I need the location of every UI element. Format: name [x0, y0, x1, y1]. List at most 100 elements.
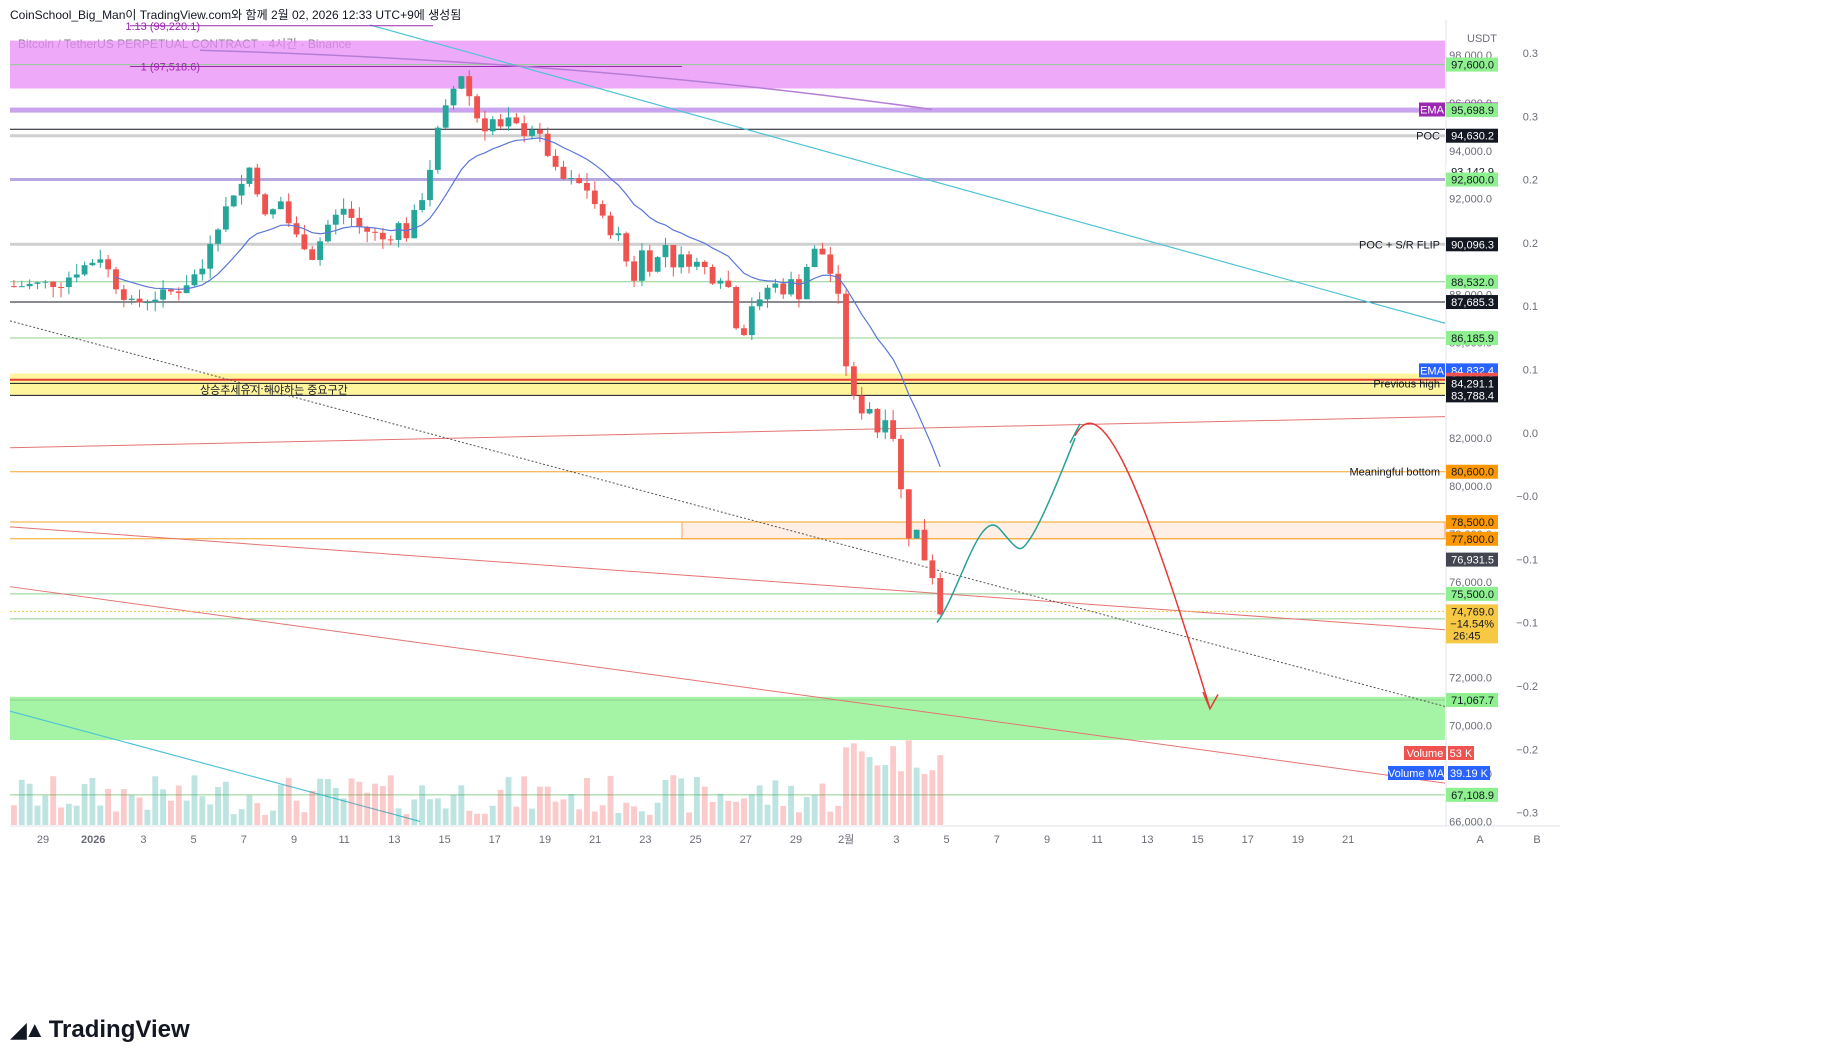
volume-bar — [929, 770, 936, 825]
candle-body — [929, 560, 936, 578]
volume-bar — [466, 810, 473, 825]
volume-bar — [81, 784, 88, 825]
time-tick: 27 — [740, 834, 752, 846]
volume-bar — [113, 811, 119, 825]
price-tag: 86,185.9 — [1446, 330, 1498, 345]
candle-body — [780, 283, 787, 295]
volume-bar — [489, 805, 496, 825]
volume-bar — [50, 776, 57, 825]
price-tick: 80,000.0 — [1449, 481, 1492, 493]
candle-body — [913, 529, 920, 539]
log-tick: −0.1 — [1516, 554, 1538, 566]
currency-label: USDT — [1467, 33, 1497, 45]
volume-bar — [521, 776, 528, 825]
countdown: 26:45 — [1453, 630, 1481, 642]
volume-bar — [262, 814, 269, 825]
candle-body — [741, 328, 747, 336]
teal-trendline-lower — [9, 710, 421, 822]
volume-bar — [725, 800, 732, 825]
log-tick: 0.1 — [1523, 301, 1538, 313]
price-tick: 72,000.0 — [1449, 673, 1492, 685]
tag-value: 77,800.0 — [1451, 534, 1494, 546]
volume-bar — [741, 798, 747, 825]
tag-value: 78,500.0 — [1451, 517, 1494, 529]
price-tag: 84,291.1 — [1446, 376, 1498, 391]
price-tick: 92,000.0 — [1449, 194, 1492, 206]
candle-body — [207, 243, 214, 269]
volume-bar — [764, 804, 771, 825]
volume-bar — [238, 809, 245, 825]
time-tick: 5 — [944, 834, 950, 846]
bullish-arrowhead — [1069, 423, 1081, 444]
last-price: 74,769.0 — [1451, 606, 1494, 618]
volume-bar — [756, 785, 763, 825]
candle-body — [686, 254, 692, 267]
candle-body — [482, 118, 488, 132]
candle-body — [646, 250, 653, 272]
tag-bg — [1446, 57, 1498, 72]
candle-body — [262, 194, 269, 215]
ema-purple-line — [199, 49, 933, 111]
volume-value-bg — [1448, 746, 1474, 760]
volume-bar — [120, 789, 127, 825]
volume-bar — [34, 805, 41, 825]
time-tick: 9 — [291, 834, 297, 846]
candle-body — [819, 248, 826, 255]
volume-bar — [748, 794, 755, 825]
price-tag: 97,600.0 — [1446, 57, 1498, 72]
tradingview-logo[interactable]: ◢▲ TradingView — [10, 1016, 190, 1044]
axis-button: A — [1476, 834, 1484, 846]
volume-bar — [128, 795, 135, 825]
price-tag: 83,788.4 — [1446, 388, 1498, 403]
candle-body — [568, 178, 575, 180]
tag-bg — [1446, 274, 1498, 289]
price-tick: 76,000.0 — [1449, 577, 1492, 589]
volume-bar — [584, 778, 590, 825]
volume-layer — [11, 740, 944, 825]
volume-bar — [254, 803, 261, 825]
volume-bar — [309, 790, 316, 825]
tag-value: 76,931.5 — [1451, 555, 1494, 567]
time-tick: 11 — [338, 834, 349, 846]
candle-body — [128, 298, 135, 300]
candle-body — [623, 233, 630, 262]
candle-body — [898, 438, 904, 490]
volume-bar — [529, 808, 535, 825]
volume-bar — [615, 812, 622, 825]
tag-bg — [1446, 330, 1498, 345]
candle-body — [827, 254, 834, 274]
tag-bg — [1446, 237, 1498, 252]
candle-body — [450, 88, 457, 106]
volume-bar — [497, 789, 504, 825]
volume-bar — [136, 797, 143, 825]
volume-bar — [639, 811, 645, 825]
volume-bar — [230, 814, 237, 825]
tag-value: 75,500.0 — [1451, 589, 1494, 601]
candle-body — [246, 167, 253, 184]
log-tick: −0.3 — [1516, 808, 1538, 820]
volume-bar — [913, 767, 920, 825]
candle-body — [615, 233, 622, 236]
time-tick: 25 — [689, 834, 701, 846]
axis-button: B — [1533, 834, 1540, 846]
volume-bar — [152, 776, 159, 825]
candle-body — [11, 286, 17, 288]
volume-bar — [270, 810, 276, 825]
volume-bar — [599, 805, 606, 825]
tag-value: 83,788.4 — [1451, 390, 1494, 402]
candle-body — [599, 204, 606, 216]
candle-body — [693, 261, 700, 267]
candle-body — [835, 273, 842, 294]
zone-text: 상승추세유지 해야하는 중요구간 — [200, 382, 348, 396]
tag-value: 87,685.3 — [1451, 297, 1494, 309]
candle-body — [50, 281, 57, 288]
volume-bar — [419, 785, 426, 825]
tag-bg — [1446, 515, 1498, 530]
time-tick: 13 — [388, 834, 400, 846]
candle-body — [890, 420, 897, 439]
candle-body — [772, 283, 779, 288]
candle-body — [858, 395, 865, 414]
time-tick: 21 — [1342, 834, 1354, 846]
candle-body — [34, 282, 41, 284]
